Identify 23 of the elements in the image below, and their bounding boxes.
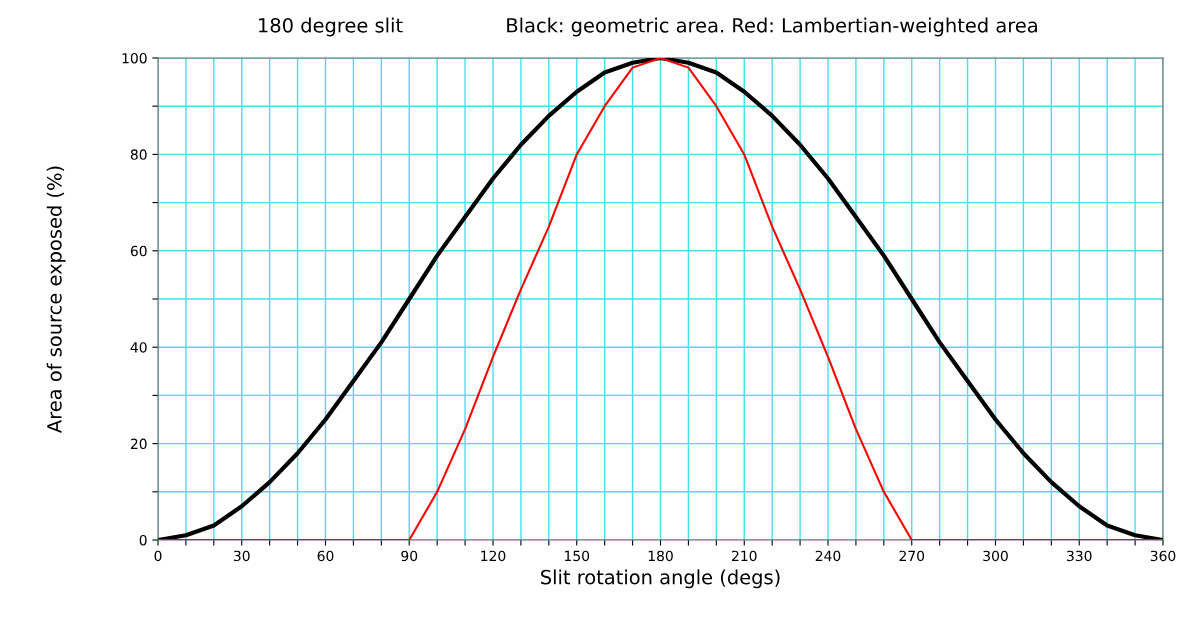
x-tick-label: 90 <box>401 550 418 562</box>
x-tick-label: 120 <box>481 550 506 562</box>
x-tick-label: 270 <box>899 550 925 562</box>
x-tick-label: 150 <box>565 550 590 562</box>
x-tick-label: 240 <box>815 550 841 562</box>
y-tick-label: 20 <box>130 438 147 450</box>
x-tick-label: 180 <box>648 550 673 562</box>
x-tick-label: 60 <box>317 550 334 562</box>
x-tick-label: 210 <box>732 550 757 562</box>
y-axis-title: Area of source exposed (%) <box>46 166 66 433</box>
x-tick-label: 330 <box>1067 550 1092 562</box>
x-tick-label: 30 <box>233 550 250 562</box>
x-tick-label: 300 <box>983 550 1008 562</box>
y-tick-label: 60 <box>130 245 147 257</box>
chart-subtitle: Black: geometric area. Red: Lambertian-weighted area <box>507 17 1037 37</box>
y-tick-label: 0 <box>139 534 147 546</box>
x-tick-label: 360 <box>1150 550 1176 562</box>
x-axis-title: Slit rotation angle (degs) <box>541 569 780 589</box>
y-tick-label: 100 <box>122 52 147 64</box>
y-tick-label: 80 <box>130 149 147 160</box>
x-tick-label: 0 <box>154 550 162 562</box>
chart-title: 180 degree slit <box>259 17 403 37</box>
y-tick-label: 40 <box>130 342 147 353</box>
